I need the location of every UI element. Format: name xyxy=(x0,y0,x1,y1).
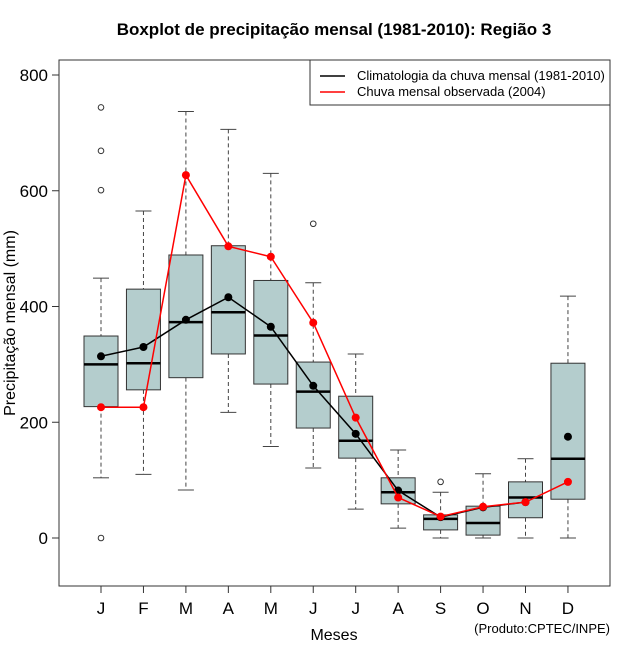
series-point xyxy=(394,493,403,502)
box-M xyxy=(168,110,204,491)
box-iqr xyxy=(83,335,119,408)
box-iqr xyxy=(295,361,331,429)
legend-label-climatology: Climatologia da chuva mensal (1981-2010) xyxy=(357,68,605,83)
x-tick-label: F xyxy=(138,599,148,618)
x-tick-label: A xyxy=(223,599,235,618)
box-J xyxy=(83,104,119,542)
box-iqr xyxy=(253,279,289,385)
series-point xyxy=(309,318,318,327)
series-point xyxy=(479,502,488,511)
series-point xyxy=(563,477,572,486)
x-tick-label: A xyxy=(392,599,404,618)
y-axis: 0 200 400 600 800 xyxy=(20,66,60,548)
series-point xyxy=(97,352,105,361)
credit-text: (Produto:CPTEC/INPE) xyxy=(474,621,610,636)
series-point xyxy=(266,252,275,261)
series-point xyxy=(181,315,190,324)
box-A xyxy=(210,128,246,413)
box-J xyxy=(295,220,331,469)
x-tick-label: J xyxy=(97,599,106,618)
box-S xyxy=(423,478,459,539)
x-tick-label: M xyxy=(179,599,193,618)
outlier-point xyxy=(437,478,444,486)
series-point xyxy=(139,403,148,412)
box-iqr xyxy=(550,362,586,500)
box-D xyxy=(550,295,586,539)
series-point xyxy=(436,512,445,521)
outlier-point xyxy=(309,220,317,228)
series-point xyxy=(351,413,360,422)
series-point xyxy=(224,293,233,302)
series-point xyxy=(563,432,572,441)
legend-label-observed: Chuva mensal observada (2004) xyxy=(357,84,546,99)
series-point xyxy=(224,242,233,251)
legend-box xyxy=(309,59,611,106)
x-tick-label: M xyxy=(264,599,278,618)
box-M xyxy=(253,172,289,448)
series-point xyxy=(309,381,318,390)
x-tick-label: N xyxy=(519,599,531,618)
x-tick-label: S xyxy=(435,599,446,618)
y-tick-label: 200 xyxy=(20,413,48,432)
outlier-point xyxy=(97,534,105,542)
x-tick-label: J xyxy=(309,599,318,618)
x-tick-label: O xyxy=(476,599,489,618)
series-point xyxy=(521,498,530,507)
y-tick-label: 0 xyxy=(39,529,48,548)
series-point xyxy=(181,171,190,180)
x-axis-label: Meses xyxy=(310,627,357,644)
outlier-point xyxy=(97,147,105,155)
x-tick-label: J xyxy=(351,599,360,618)
y-tick-label: 400 xyxy=(20,298,48,317)
series-line xyxy=(101,173,569,518)
series-point xyxy=(97,403,105,412)
series-point xyxy=(351,429,360,438)
chart-title: Boxplot de precipitação mensal (1981-201… xyxy=(117,20,552,39)
series-point xyxy=(266,322,275,331)
y-axis-label: Precipitação mensal (mm) xyxy=(2,230,19,416)
y-tick-label: 600 xyxy=(20,182,48,201)
outlier-point xyxy=(97,104,105,111)
outlier-point xyxy=(97,186,105,194)
series-group xyxy=(97,171,572,522)
series-point xyxy=(139,343,148,352)
series-climatology xyxy=(97,293,572,522)
legend: Climatologia da chuva mensal (1981-2010)… xyxy=(309,59,611,106)
x-tick-label: D xyxy=(562,599,574,618)
y-tick-label: 800 xyxy=(20,66,48,85)
series-observed xyxy=(97,171,572,521)
